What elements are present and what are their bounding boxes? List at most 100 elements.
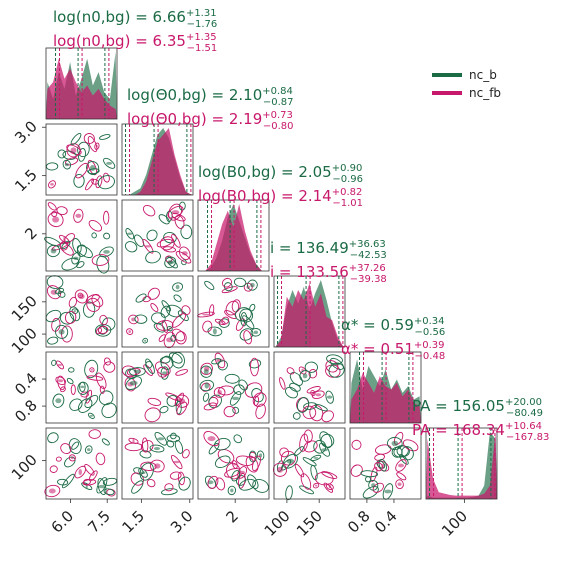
contour-core	[203, 369, 209, 375]
contour	[72, 238, 82, 254]
title-log_B0bg-nc-b: log(B0,bg) = 2.05+0.90 −0.96	[198, 163, 363, 185]
contour	[362, 486, 379, 499]
contour	[223, 282, 233, 292]
contour	[249, 357, 259, 377]
title-PA-nc-b: PA = 156.05+20.00 −80.49	[412, 397, 543, 419]
contour	[85, 178, 95, 191]
title-value: α* = 0.59	[341, 316, 414, 334]
title-lower: −0.48	[415, 351, 446, 362]
title-value: α* = 0.51	[341, 340, 414, 358]
contour-core	[286, 458, 295, 464]
y-tick-label-i: 100	[8, 324, 41, 357]
title-lower: −0.80	[263, 121, 294, 132]
title-upper: +0.90	[332, 163, 363, 174]
contour	[221, 316, 230, 325]
contour-core	[313, 456, 319, 459]
contour	[74, 289, 89, 304]
contour	[155, 361, 171, 376]
panel-log_n0bg-vs-log_n0bg	[45, 47, 118, 120]
panel-frame	[349, 427, 422, 500]
panel-alpha-vs-log_theta0bg	[121, 351, 194, 424]
contour	[134, 234, 145, 248]
contour	[174, 392, 185, 407]
contour	[88, 412, 95, 419]
title-upper: +0.39	[414, 340, 445, 351]
contour	[321, 410, 334, 423]
contour	[142, 296, 151, 303]
contour	[325, 364, 341, 378]
title-upper: +20.00	[505, 397, 542, 408]
title-log_theta0bg-nc-fb: log(Θ0,bg) = 2.19+0.73 −0.80	[127, 110, 294, 132]
contour	[172, 282, 184, 292]
contour	[103, 210, 110, 225]
contour-core	[204, 382, 210, 389]
contour	[168, 352, 183, 364]
contour	[204, 280, 215, 291]
contour	[129, 367, 146, 377]
contour	[303, 402, 318, 410]
contour-core	[50, 248, 57, 254]
panel-alpha-vs-i	[273, 351, 346, 424]
contour	[175, 251, 192, 264]
contour	[158, 214, 170, 225]
contour	[177, 310, 189, 322]
x-tick-label-i: 100	[261, 507, 294, 540]
contour	[166, 326, 173, 332]
title-lower: −1.51	[187, 43, 218, 54]
contour	[62, 159, 72, 170]
title-log_theta0bg-nc-b: log(Θ0,bg) = 2.10+0.84 −0.87	[127, 86, 294, 108]
panel-log_theta0bg-vs-log_theta0bg	[121, 123, 194, 196]
contour	[395, 479, 404, 490]
contour	[399, 453, 409, 465]
contour	[61, 257, 80, 271]
contour	[97, 175, 115, 190]
contour	[309, 404, 324, 422]
contour	[131, 480, 144, 494]
contour	[159, 356, 171, 364]
contour	[279, 377, 286, 390]
contour	[149, 444, 165, 453]
title-lower: −1.01	[332, 198, 363, 209]
title-lower: −39.38	[350, 274, 387, 285]
contour	[87, 159, 98, 176]
contour	[103, 361, 116, 373]
contour	[68, 296, 78, 308]
title-value: i = 136.49	[270, 239, 349, 257]
contour-core	[128, 330, 131, 334]
panel-i-vs-log_n0bg	[45, 275, 118, 348]
contour	[360, 470, 378, 478]
x-tick-label-log_n0bg: 7.5	[84, 507, 114, 537]
contour	[69, 398, 83, 411]
contour	[52, 393, 65, 408]
contour	[54, 287, 65, 295]
contour-core	[161, 371, 168, 375]
contour	[229, 391, 242, 406]
contour	[175, 400, 182, 415]
contour	[223, 406, 236, 418]
title-value: log(Θ0,bg) = 2.19	[127, 110, 262, 128]
contour-core	[166, 337, 174, 343]
contour	[174, 439, 184, 454]
contour	[207, 326, 223, 337]
contour	[61, 240, 71, 250]
contour	[372, 482, 384, 493]
contour-core	[167, 260, 173, 265]
contour-core	[321, 448, 328, 452]
contour	[178, 476, 191, 491]
contour	[350, 464, 363, 477]
contour	[391, 446, 403, 458]
contour	[138, 467, 148, 478]
contour	[62, 473, 75, 489]
contour-core	[131, 317, 136, 322]
panel-i-vs-log_theta0bg	[121, 275, 194, 349]
title-lower: −42.53	[350, 250, 387, 261]
contour	[147, 287, 160, 300]
panel-log_theta0bg-vs-log_n0bg	[45, 123, 118, 196]
contour	[365, 476, 372, 483]
contour	[95, 175, 103, 189]
contour-core	[98, 484, 106, 489]
contour	[175, 369, 188, 376]
panel-frame	[45, 199, 118, 272]
contour	[176, 401, 188, 416]
contour	[57, 478, 69, 486]
